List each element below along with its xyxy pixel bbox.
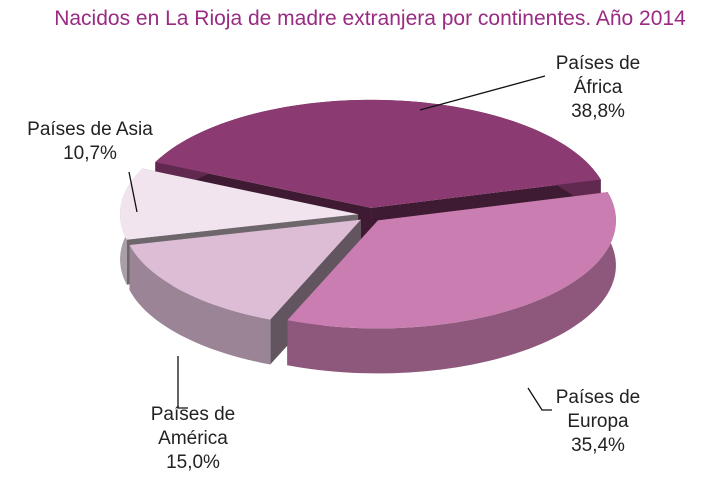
category-label: Países de América [150, 404, 236, 449]
category-label: Países de Asia [27, 119, 153, 140]
slice-label: Países de Europa 35,4% [538, 386, 658, 458]
slice [129, 219, 361, 320]
leader-line [419, 75, 546, 111]
category-label: Países de África [555, 53, 641, 98]
slice [155, 99, 601, 208]
leader-line [527, 387, 552, 411]
leader-line [177, 356, 188, 409]
value-label: 35,4% [571, 435, 625, 456]
value-label: 10,7% [63, 143, 117, 164]
slice [287, 192, 616, 329]
slice-wall [287, 192, 616, 374]
slice-label: Países de Asia 10,7% [0, 118, 180, 166]
value-label: 38,8% [571, 101, 625, 122]
slice [120, 168, 359, 240]
slice-wall [129, 245, 271, 365]
value-label: 15,0% [166, 452, 220, 473]
category-label: Países de Europa [555, 387, 641, 432]
leader-line [128, 171, 138, 213]
slice-label: Países de América 15,0% [133, 403, 253, 475]
slice-label: Países de África 38,8% [538, 52, 658, 124]
chart-title: Nacidos en La Rioja de madre extranjera … [54, 7, 686, 30]
